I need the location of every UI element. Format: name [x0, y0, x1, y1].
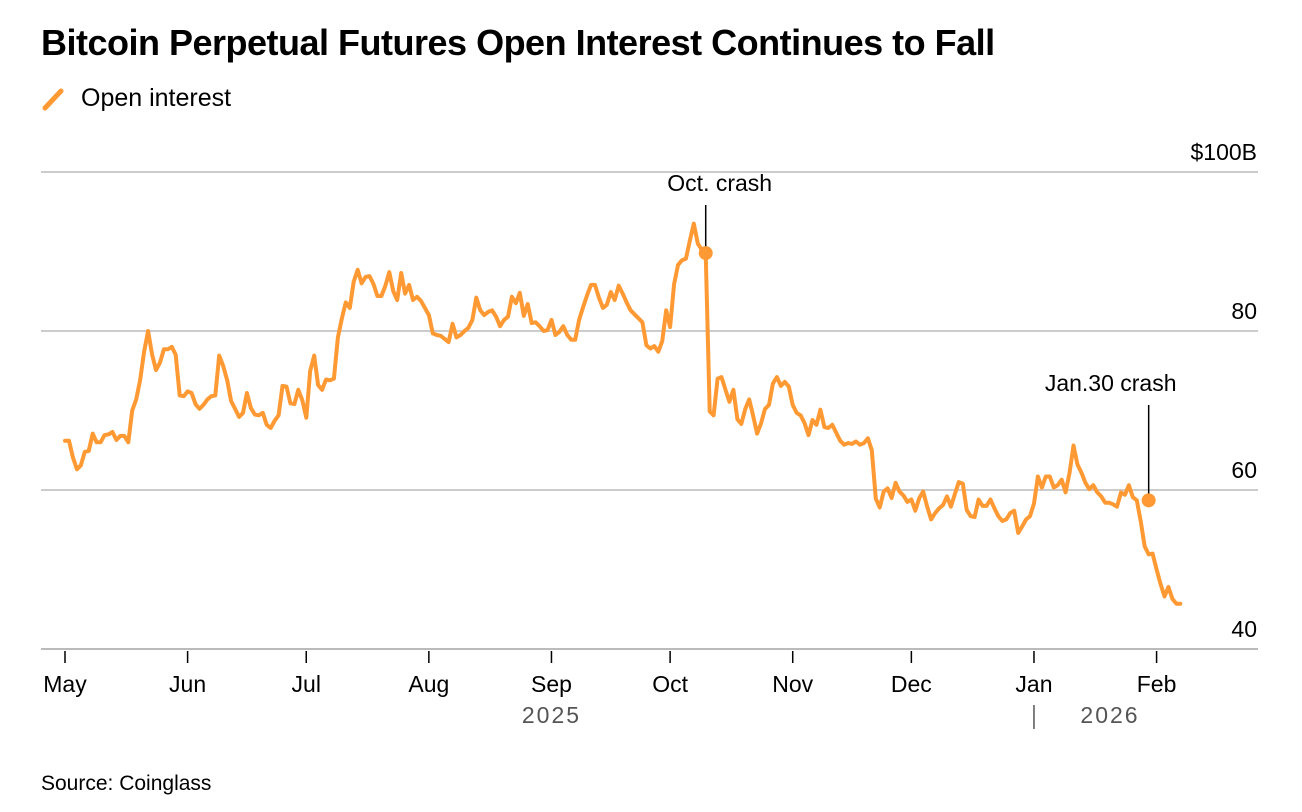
x-axis: May Jun Jul Aug Sep Oct Nov Dec Jan Feb 2025 2026: [43, 651, 1176, 729]
x-tick-label-jun: Jun: [169, 671, 206, 697]
annotations: Oct. crash Jan.30 crash: [667, 170, 1177, 508]
x-tick-label-dec: Dec: [891, 671, 932, 697]
x-tick-label-jan: Jan: [1015, 671, 1052, 697]
source-note: Source: Coinglass: [41, 772, 212, 795]
series-layer: [63, 221, 1183, 606]
chart-title: Bitcoin Perpetual Futures Open Interest …: [41, 22, 995, 63]
x-tick-label-oct: Oct: [652, 671, 688, 697]
year-label-2025: 2025: [522, 702, 581, 728]
x-tick-label-aug: Aug: [408, 671, 449, 697]
y-tick-label-40: 40: [1231, 616, 1257, 642]
y-tick-label-60: 60: [1231, 457, 1257, 483]
legend-label: Open interest: [81, 84, 232, 112]
legend: Open interest: [41, 84, 231, 113]
annotation-label-1: Jan.30 crash: [1045, 370, 1177, 396]
series-line-open-interest: [63, 221, 1183, 606]
x-tick-label-sep: Sep: [531, 671, 572, 697]
y-tick-label-100: $100B: [1190, 139, 1257, 165]
x-tick-label-feb: Feb: [1137, 671, 1177, 697]
y-axis-labels: 40 60 80 $100B: [1190, 139, 1257, 642]
annotation-marker-0: [698, 246, 713, 261]
year-label-2026: 2026: [1080, 702, 1139, 728]
annotation-marker-1: [1141, 493, 1156, 508]
x-tick-label-jul: Jul: [292, 671, 321, 697]
x-tick-label-may: May: [43, 671, 87, 697]
grid-lines: [41, 171, 1258, 650]
x-tick-label-nov: Nov: [772, 671, 813, 697]
legend-swatch-icon: [42, 88, 64, 110]
annotation-label-0: Oct. crash: [667, 170, 772, 196]
y-tick-label-80: 80: [1231, 298, 1257, 324]
